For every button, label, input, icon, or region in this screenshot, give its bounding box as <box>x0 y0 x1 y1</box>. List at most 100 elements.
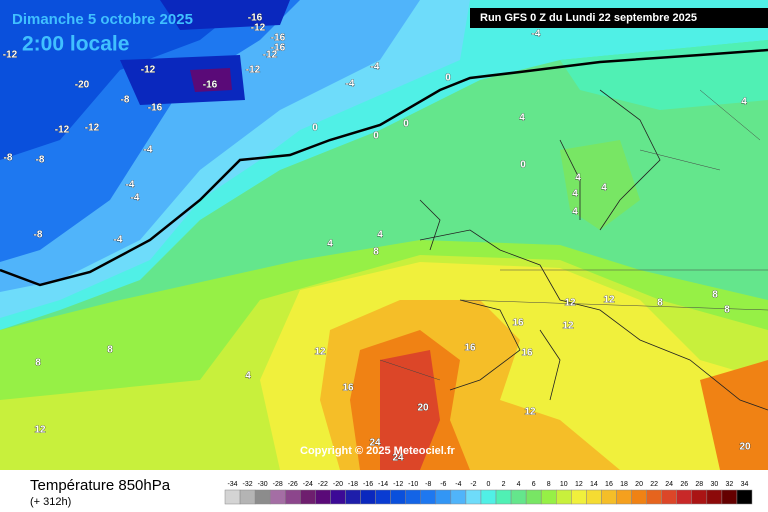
contour-label: 4 <box>601 183 607 194</box>
contour-label: -4 <box>126 180 135 191</box>
contour-label: 4 <box>327 239 333 250</box>
scale-label: -26 <box>288 481 298 488</box>
contour-label: 8 <box>107 345 113 356</box>
scale-label: -10 <box>408 481 418 488</box>
contour-label: 0 <box>520 160 526 171</box>
scale-swatch <box>736 489 753 505</box>
scale-swatch <box>330 489 346 505</box>
scale-swatch <box>691 489 708 505</box>
contour-label: -12 <box>251 23 266 34</box>
contour-label: 4 <box>245 371 251 382</box>
contour-label: 4 <box>572 207 578 218</box>
time-text: 2:00 locale <box>22 33 129 56</box>
footer-title: Température 850hPa <box>30 477 171 494</box>
scale-swatch <box>360 489 376 505</box>
contour-label: 16 <box>464 343 476 354</box>
temperature-zone <box>560 40 768 110</box>
scale-swatch <box>269 489 286 505</box>
contour-label: -16 <box>203 80 218 91</box>
run-text: Run GFS 0 Z du Lundi 22 septembre 2025 <box>480 12 697 24</box>
contour-label: -4 <box>144 145 153 156</box>
scale-swatch <box>495 489 512 505</box>
temperature-zones <box>0 0 768 470</box>
scale-label: -16 <box>363 481 373 488</box>
scale-swatch <box>601 489 617 505</box>
scale-label: 22 <box>650 481 658 488</box>
footer-lead: (+ 312h) <box>30 496 71 508</box>
scale-swatch <box>525 489 542 505</box>
scale-swatch <box>631 489 647 505</box>
scale-label: -24 <box>303 481 313 488</box>
temperature-zone <box>0 0 250 160</box>
scale-label: 8 <box>547 481 551 488</box>
scale-swatch <box>721 489 738 505</box>
scale-label: -32 <box>243 481 253 488</box>
contour-label: -16 <box>148 103 163 114</box>
scale-label: 6 <box>532 481 536 488</box>
scale-label: -6 <box>440 481 446 488</box>
scale-swatch <box>646 489 662 505</box>
contour-label: 8 <box>657 298 663 309</box>
scale-swatch <box>465 489 482 505</box>
contour-label: 4 <box>519 113 525 124</box>
contour-label: -12 <box>55 125 70 136</box>
temperature-zone <box>190 68 232 92</box>
scale-label: 28 <box>695 481 703 488</box>
borders <box>379 89 768 381</box>
scale-label: 2 <box>502 481 506 488</box>
contour-label: 8 <box>373 247 379 258</box>
zero-isotherm <box>0 48 768 287</box>
scale-swatch <box>450 489 467 505</box>
scale-label: 20 <box>635 481 643 488</box>
scale-label: 16 <box>605 481 613 488</box>
contour-label: 8 <box>712 290 718 301</box>
scale-swatch <box>284 489 301 505</box>
scale-label: 4 <box>517 481 521 488</box>
scale-label: 0 <box>487 481 491 488</box>
contour-label: -4 <box>346 79 355 90</box>
scale-swatch <box>571 489 587 505</box>
scale-swatch <box>390 489 406 505</box>
scale-label: 18 <box>620 481 628 488</box>
scale-label: -22 <box>318 481 328 488</box>
contour-label: -12 <box>263 50 278 61</box>
contour-label: -16 <box>271 43 286 54</box>
contour-label: -16 <box>271 33 286 44</box>
contour-label: 8 <box>724 305 730 316</box>
contour-label: 20 <box>739 442 751 453</box>
contour-label: 12 <box>34 425 46 436</box>
run-box <box>470 8 768 28</box>
temperature-zone <box>700 360 768 470</box>
scale-label: 10 <box>560 481 568 488</box>
scale-swatch <box>420 489 437 505</box>
scale-label: 14 <box>590 481 598 488</box>
contour-label: 0 <box>312 123 318 134</box>
contour-label: 0 <box>445 73 451 84</box>
contour-label: -4 <box>371 62 380 73</box>
contour-label: 4 <box>575 173 581 184</box>
temperature-zone <box>380 350 440 470</box>
scale-swatch <box>676 489 693 505</box>
scale-label: -18 <box>348 481 358 488</box>
scale-label: 24 <box>665 481 673 488</box>
contour-label: 12 <box>564 298 576 309</box>
scale-label: -8 <box>425 481 431 488</box>
scale-label: -28 <box>273 481 283 488</box>
scale-label: -12 <box>393 481 403 488</box>
contour-label: 16 <box>521 348 533 359</box>
contour-label: 12 <box>562 321 574 332</box>
copyright: Copyright © 2025 Meteociel.fr <box>300 445 456 457</box>
scale-label: -34 <box>227 481 237 488</box>
contour-label: 8 <box>35 358 41 369</box>
scale-swatch <box>435 489 452 505</box>
contour-label: 4 <box>741 97 747 108</box>
scale-label: -4 <box>455 481 461 488</box>
scale-swatch <box>239 489 256 505</box>
scale-label: 26 <box>680 481 688 488</box>
scale-label: 34 <box>741 481 749 488</box>
temperature-zone <box>120 0 290 105</box>
contour-label: 16 <box>512 318 524 329</box>
scale-swatch <box>375 489 391 505</box>
contour-label: 12 <box>524 407 536 418</box>
scale-swatch <box>405 489 421 505</box>
